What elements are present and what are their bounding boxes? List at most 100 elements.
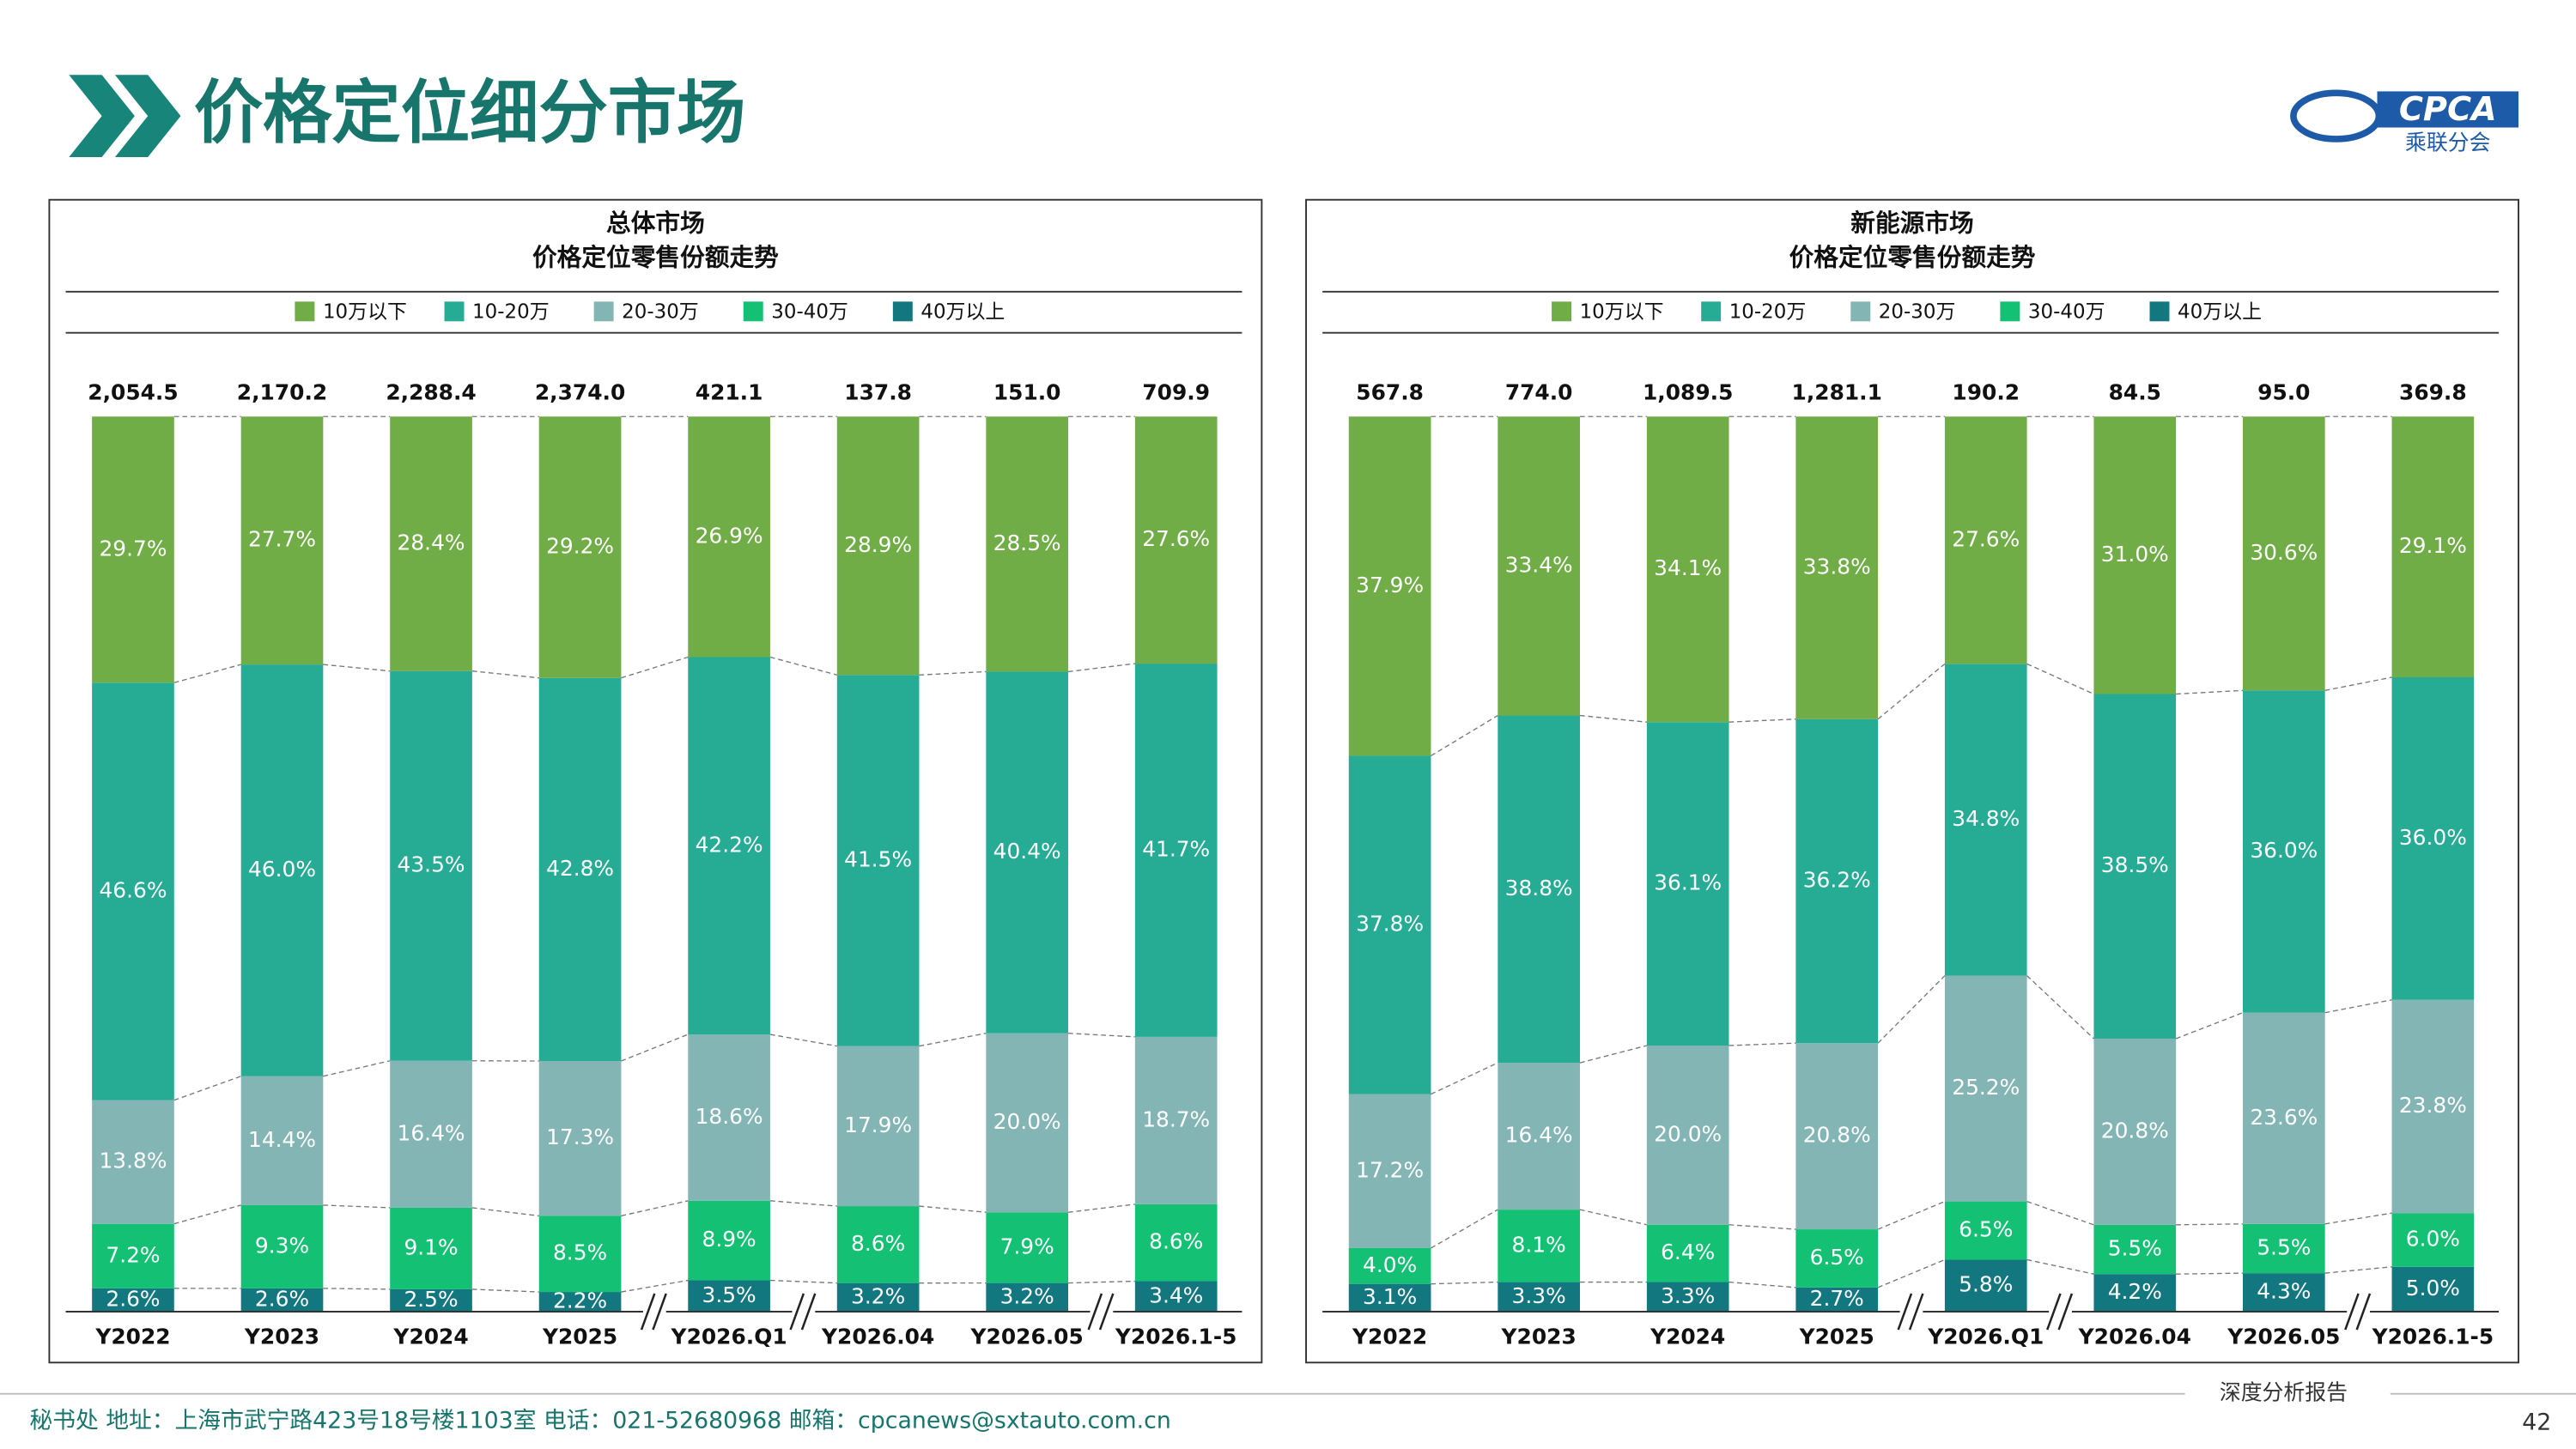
connector	[323, 1288, 391, 1290]
connector	[471, 670, 539, 679]
segment-label: 6.4%	[1661, 1240, 1715, 1264]
legend-swatch	[593, 301, 614, 322]
page-number: 42	[2522, 1410, 2551, 1436]
segment-label: 6.0%	[2406, 1226, 2460, 1251]
bar-segment	[240, 1288, 324, 1312]
bar-segment	[688, 1200, 770, 1281]
segment-label: 37.9%	[1356, 573, 1424, 597]
segment-label: 5.0%	[2406, 1276, 2460, 1300]
bar-segment	[1795, 1287, 1879, 1312]
connector	[1728, 1042, 1796, 1046]
x-tick-label: Y2026.04	[821, 1325, 934, 1349]
bar-segment	[240, 1204, 324, 1288]
segment-label: 17.9%	[844, 1113, 912, 1137]
bar-segment	[836, 416, 920, 676]
segment-label: 28.4%	[398, 530, 465, 555]
legend-label: 20-30万	[622, 300, 699, 323]
segment-label: 5.5%	[2257, 1234, 2311, 1259]
axis-break	[1908, 1293, 1924, 1331]
bar-segment	[1795, 718, 1879, 1044]
legend-label: 30-40万	[771, 300, 848, 323]
bar-segment	[2093, 694, 2177, 1039]
legend-swatch	[1552, 301, 1572, 322]
connector	[2324, 1266, 2392, 1274]
connector	[2176, 1272, 2243, 1275]
connector	[769, 1034, 837, 1047]
legend-label: 10-20万	[472, 300, 550, 323]
segment-label: 3.2%	[851, 1283, 905, 1308]
segment-label: 8.1%	[1512, 1232, 1566, 1257]
segment-label: 34.8%	[1952, 806, 2020, 831]
bar-segment	[2093, 1038, 2177, 1225]
bar-segment	[688, 1034, 770, 1201]
segment-label: 7.9%	[1000, 1234, 1054, 1258]
legend-swatch	[2000, 301, 2020, 322]
segment-label: 20.0%	[1654, 1121, 1722, 1146]
connector	[471, 1207, 539, 1217]
connector	[1728, 1224, 1796, 1230]
segment-label: 46.6%	[99, 877, 167, 902]
segment-label: 23.8%	[2399, 1093, 2467, 1118]
chart-subtitle: 价格定位零售份额走势	[1789, 243, 2036, 272]
axis-break	[2057, 1293, 2074, 1331]
bar-segment	[1498, 416, 1580, 716]
legend-label: 10万以下	[323, 300, 407, 323]
connector	[769, 1279, 837, 1284]
x-tick-label: Y2023	[244, 1325, 319, 1349]
bar-segment	[390, 416, 472, 671]
segment-label: 37.8%	[1356, 912, 1424, 937]
x-tick-label: Y2024	[392, 1325, 468, 1349]
chart-title: 新能源市场	[1850, 208, 1973, 237]
segment-label: 8.6%	[1149, 1229, 1203, 1254]
connector	[1728, 718, 1796, 723]
segment-label: 29.1%	[2399, 533, 2467, 558]
connector	[2176, 1223, 2243, 1226]
segment-label: 16.4%	[1505, 1123, 1573, 1148]
connector	[2026, 975, 2094, 1040]
bar-segment	[1944, 416, 2027, 664]
connector	[323, 1204, 391, 1209]
connector	[1877, 1258, 1946, 1288]
bar-segment	[240, 416, 324, 665]
x-tick-label: Y2026.05	[970, 1325, 1084, 1349]
chart-subtitle: 价格定位零售份额走势	[532, 243, 779, 272]
segment-label: 33.8%	[1803, 554, 1871, 579]
segment-label: 2.6%	[255, 1286, 309, 1311]
segment-label: 28.9%	[844, 532, 912, 557]
connector	[1431, 1209, 1498, 1249]
bar-segment	[2242, 1273, 2325, 1312]
connector	[1067, 663, 1135, 673]
total-label: 2,170.2	[237, 379, 327, 404]
segment-label: 43.5%	[398, 852, 465, 877]
segment-label: 2.2%	[553, 1288, 607, 1313]
segment-label: 31.0%	[2101, 542, 2169, 567]
segment-label: 3.3%	[1512, 1283, 1566, 1308]
segment-label: 18.7%	[1142, 1106, 1210, 1131]
axis-break	[1087, 1293, 1103, 1331]
segment-label: 33.4%	[1505, 552, 1573, 577]
x-tick-label: Y2026.1-5	[2372, 1325, 2494, 1349]
segment-label: 3.1%	[1363, 1284, 1417, 1309]
logo-text: CPCA	[2399, 90, 2497, 129]
logo-mark	[2290, 89, 2383, 142]
axis-break	[789, 1293, 805, 1331]
segment-label: 20.0%	[993, 1109, 1061, 1134]
segment-label: 27.6%	[1952, 526, 2020, 551]
bar-segment	[92, 682, 174, 1100]
bar-segment	[92, 1100, 174, 1224]
bar-segment	[2391, 677, 2475, 1000]
segment-label: 38.8%	[1505, 876, 1573, 900]
bar-segment	[836, 1282, 920, 1312]
total-label: 2,054.5	[88, 379, 178, 404]
connector	[323, 664, 391, 672]
bar-segment	[1646, 722, 1729, 1046]
bar-segment	[538, 1216, 622, 1293]
segment-label: 2.5%	[404, 1287, 458, 1312]
bar-segment	[1348, 755, 1431, 1094]
bar-segment	[2242, 416, 2325, 691]
legend-swatch	[1850, 301, 1871, 322]
segment-label: 9.3%	[255, 1233, 309, 1258]
segment-label: 8.6%	[851, 1231, 905, 1256]
segment-label: 36.0%	[2250, 838, 2318, 863]
connector	[2176, 689, 2244, 695]
